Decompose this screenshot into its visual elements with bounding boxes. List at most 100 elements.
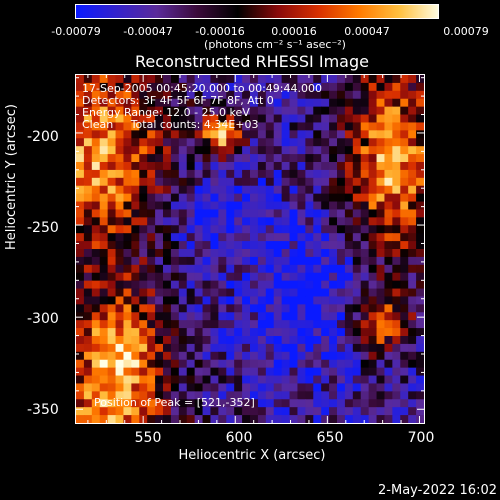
- colorbar-tick-label: -0.00079: [51, 25, 101, 38]
- heatmap-cell: [242, 407, 251, 416]
- heatmap-cell: [392, 375, 401, 385]
- heatmap-cell: [305, 98, 314, 108]
- heatmap-cell: [123, 359, 132, 369]
- heatmap-cell: [147, 209, 156, 218]
- heatmap-cell: [352, 209, 362, 218]
- heatmap-cell: [400, 336, 409, 345]
- heatmap-cell: [131, 359, 140, 369]
- heatmap-cell: [115, 82, 125, 92]
- heatmap-cell: [416, 415, 424, 423]
- heatmap-cell: [242, 162, 251, 171]
- heatmap-cell: [257, 304, 267, 313]
- heatmap-cell: [368, 98, 378, 108]
- heatmap-cell: [250, 280, 259, 290]
- heatmap-cell: [226, 138, 235, 147]
- heatmap-cell: [368, 343, 378, 353]
- heatmap-cell: [289, 336, 299, 345]
- heatmap-cell: [384, 359, 393, 369]
- heatmap-cell: [344, 209, 354, 218]
- heatmap-cell: [91, 82, 101, 92]
- heatmap-cell: [226, 146, 235, 155]
- heatmap-cell: [91, 264, 101, 274]
- heatmap-cell: [155, 201, 164, 211]
- heatmap-cell: [360, 256, 370, 266]
- heatmap-cell: [376, 415, 386, 423]
- heatmap-cell: [178, 359, 188, 369]
- heatmap-cell: [170, 280, 180, 290]
- heatmap-cell: [155, 249, 164, 258]
- heatmap-cell: [115, 225, 125, 234]
- heatmap-cell: [123, 312, 132, 321]
- heatmap-cell: [360, 169, 370, 179]
- heatmap-cell: [226, 209, 235, 218]
- heatmap-cell: [83, 114, 93, 124]
- heatmap-cell: [297, 193, 306, 203]
- heatmap-cell: [210, 367, 219, 377]
- heatmap-cell: [99, 367, 109, 377]
- heatmap-cell: [368, 225, 378, 234]
- heatmap-cell: [139, 280, 148, 290]
- heatmap-cell: [91, 288, 101, 298]
- heatmap-cell: [392, 359, 401, 369]
- heatmap-cell: [83, 407, 93, 416]
- heatmap-cell: [416, 146, 424, 155]
- heatmap-cell: [297, 415, 306, 423]
- heatmap-cell: [305, 169, 314, 179]
- heatmap-cell: [139, 122, 148, 131]
- heatmap-cell: [178, 185, 188, 195]
- heatmap-cell: [337, 146, 346, 155]
- heatmap-cell: [305, 391, 314, 400]
- heatmap-cell: [408, 256, 417, 266]
- heatmap-cell: [416, 399, 424, 408]
- heatmap-cell: [107, 280, 117, 290]
- heatmap-cell: [376, 407, 386, 416]
- heatmap-cell: [91, 375, 101, 385]
- heatmap-cell: [202, 343, 212, 353]
- heatmap-cell: [416, 312, 424, 321]
- heatmap-cell: [337, 383, 346, 392]
- heatmap-cell: [321, 391, 330, 400]
- heatmap-cell: [194, 304, 204, 313]
- heatmap-cell: [234, 415, 243, 423]
- heatmap-cell: [329, 399, 338, 408]
- heatmap-cell: [147, 249, 156, 258]
- heatmap-cell: [170, 407, 180, 416]
- overlay-time-range: 17-Sep-2005 00:45:20.000 to 00:49:44.000: [82, 82, 322, 95]
- heatmap-cell: [392, 154, 401, 163]
- heatmap-cell: [163, 351, 172, 361]
- heatmap-cell: [344, 249, 354, 258]
- heatmap-cell: [352, 185, 362, 195]
- heatmap-cell: [234, 177, 243, 187]
- heatmap-cell: [218, 296, 227, 305]
- heatmap-cell: [408, 296, 417, 305]
- heatmap-cell: [408, 154, 417, 163]
- heatmap-cell: [376, 399, 386, 408]
- heatmap-cell: [107, 193, 117, 203]
- axis-ticks-layer: [75, 74, 425, 424]
- heatmap-cell: [297, 367, 306, 377]
- heatmap-cell: [115, 320, 125, 329]
- heatmap-cell: [376, 193, 386, 203]
- heatmap-cell: [376, 98, 386, 108]
- heatmap-cell: [265, 256, 275, 266]
- heatmap-cell: [344, 391, 354, 400]
- heatmap-cell: [226, 82, 235, 92]
- heatmap-cell: [376, 209, 386, 218]
- heatmap-cell: [76, 272, 85, 282]
- heatmap-cell: [139, 249, 148, 258]
- heatmap-cell: [313, 320, 322, 329]
- heatmap-cell: [194, 225, 204, 234]
- heatmap-cell: [281, 256, 291, 266]
- heatmap-cell: [305, 138, 314, 147]
- heatmap-cell: [250, 296, 259, 305]
- heatmap-cell: [329, 343, 338, 353]
- heatmap-cell: [242, 114, 251, 124]
- heatmap-cell: [170, 169, 180, 179]
- heatmap-cell: [257, 407, 267, 416]
- heatmap-cell: [344, 201, 354, 211]
- heatmap-cell: [337, 280, 346, 290]
- heatmap-cell: [131, 177, 140, 187]
- heatmap-cell: [265, 296, 275, 305]
- heatmap-cell: [360, 122, 370, 131]
- heatmap-cell: [321, 264, 330, 274]
